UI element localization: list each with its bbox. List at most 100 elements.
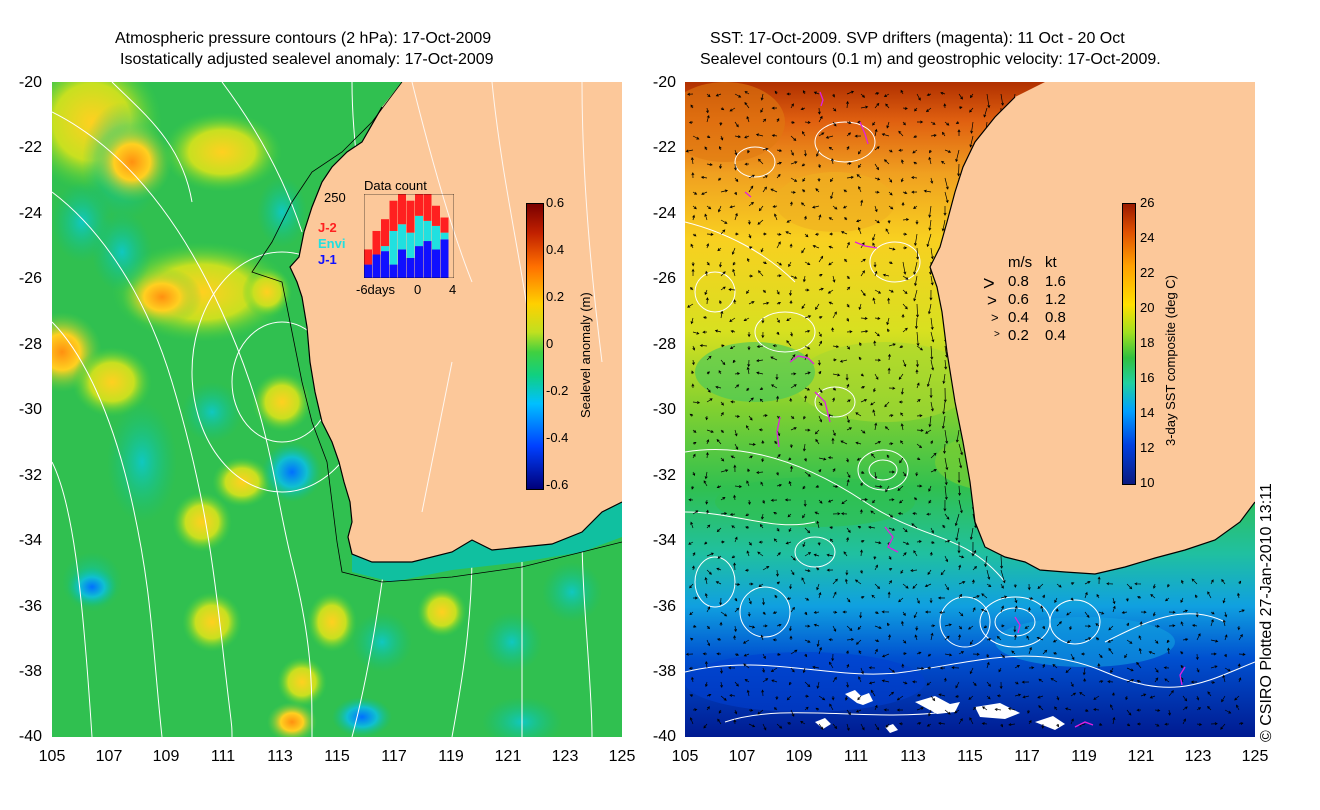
inset-bar-envi [432,225,440,250]
inset-bar-chart [364,194,454,278]
left-map-title-line1: Atmospheric pressure contours (2 hPa): 1… [115,30,492,47]
sealevel-anomaly-field [52,82,602,737]
right-y-tick: -26 [652,270,676,287]
right-cb-tick-1: 24 [1140,230,1155,245]
right-cb-tick-2: 22 [1140,265,1155,280]
inset-bar-j1 [364,264,372,278]
copyright-notice: © CSIRO Plotted 27-Jan-2010 13:11 [1258,483,1275,742]
inset-x-tick-start: -6days [356,282,396,297]
left-x-tick: 107 [95,748,123,765]
velocity-legend-kt: 1.6 [1045,273,1066,290]
inset-x-tick-zero: 0 [414,282,422,297]
right-map-title-line2: Sealevel contours (0.1 m) and geostrophi… [700,51,1161,68]
coastline [929,96,1255,575]
right-cb-tick-6: 14 [1140,405,1155,420]
inset-bar-envi [406,232,415,258]
velocity-legend-ms: 0.6 [1008,291,1029,308]
inset-bar-envi [398,224,406,250]
inset-bar-envi [415,215,423,247]
right-x-tick: 115 [957,748,983,765]
velocity-legend-kt: 0.8 [1045,309,1066,326]
right-y-tick: -40 [652,728,676,745]
right-cb-tick-8: 10 [1140,475,1155,490]
left-y-tick: -32 [18,467,42,484]
shelf-contour [251,82,622,583]
left-x-tick: 125 [608,748,636,765]
inset-bar-j2 [364,249,372,265]
data-count-inset: Data count 250 J-2 Envi J-1 -6days 0 4 [314,178,464,308]
coastline [289,106,622,563]
right-y-tick: -30 [652,401,676,418]
inset-bar-j2 [381,219,389,247]
left-x-tick: 111 [210,748,236,765]
inset-bar-j2 [415,194,423,216]
inset-bar-j1 [432,249,440,278]
left-y-tick: -34 [18,532,42,549]
svp-drifters [744,91,1186,728]
right-x-tick: 111 [843,748,869,765]
left-map-plot[interactable]: Data count 250 J-2 Envi J-1 -6days 0 4 0… [52,82,622,737]
inset-bar-j1 [415,246,423,278]
left-y-tick: -38 [18,663,42,680]
inset-bar-j2 [440,217,449,233]
left-y-tick: -30 [18,401,42,418]
velocity-legend-ms: 0.4 [1008,309,1029,326]
right-x-tick: 119 [1071,748,1097,765]
right-map-plot[interactable]: 26 24 22 20 18 16 14 12 10 3-day SST com… [685,82,1255,737]
left-cb-tick-3: 0 [546,336,554,351]
left-colorbar [526,203,544,490]
right-x-tick: 117 [1014,748,1040,765]
right-x-tick: 113 [900,748,926,765]
inset-bar-j2 [398,194,406,225]
velocity-legend-arrow-icon: > [994,329,1000,340]
velocity-legend-ms: 0.2 [1008,327,1029,344]
inset-bar-j2 [389,200,398,231]
inset-bar-j1 [372,254,381,278]
inset-bar-j2 [406,200,415,233]
right-x-tick: 123 [1184,748,1212,765]
left-y-tick: -24 [18,205,42,222]
left-y-tick: -36 [18,598,42,615]
inset-legend-j1: J-1 [318,252,337,267]
right-y-tick: -34 [652,532,676,549]
right-cb-tick-3: 20 [1140,300,1155,315]
coastline-shelf [352,502,622,582]
inset-bar-j1 [440,239,449,278]
left-y-tick: -40 [18,728,42,745]
inset-x-tick-end: 4 [449,282,457,297]
right-map-title-line1: SST: 17-Oct-2009. SVP drifters (magenta)… [710,30,1125,47]
inset-bar-envi [440,232,449,240]
velocity-legend-header-kt: kt [1045,254,1057,271]
velocity-legend-kt: 0.4 [1045,327,1066,344]
left-x-tick: 121 [494,748,522,765]
right-x-tick: 109 [785,748,813,765]
left-cb-tick-0: 0.6 [546,195,565,210]
left-x-tick: 105 [38,748,66,765]
velocity-legend-arrow-icon: > [983,273,995,295]
inset-bar-j2 [423,194,432,221]
left-y-tick: -22 [18,139,42,156]
right-x-tick: 105 [671,748,699,765]
inset-bar-j1 [406,257,415,278]
left-y-tick: -26 [18,270,42,287]
geostrophic-velocity-arrows [685,89,1246,732]
left-x-tick: 113 [267,748,293,765]
right-cb-tick-4: 18 [1140,335,1155,350]
australia-land [930,82,1255,574]
right-cb-tick-5: 16 [1140,370,1155,385]
velocity-legend-arrow-icon: > [991,310,999,325]
inset-legend-envi: Envi [318,236,346,251]
left-cb-tick-6: -0.6 [546,477,569,492]
right-y-tick: -20 [652,74,676,91]
left-x-tick: 109 [152,748,180,765]
left-x-tick: 123 [551,748,579,765]
left-cb-tick-2: 0.2 [546,289,565,304]
left-map-title-line2: Isostatically adjusted sealevel anomaly:… [120,51,494,68]
inset-bar-envi [381,246,389,252]
right-x-tick: 121 [1127,748,1155,765]
left-cb-tick-1: 0.4 [546,242,565,257]
inset-legend-j2: J-2 [318,220,337,235]
right-y-tick: -28 [652,336,676,353]
inset-bar-j2 [432,205,440,226]
inset-bar-j2 [372,230,381,255]
